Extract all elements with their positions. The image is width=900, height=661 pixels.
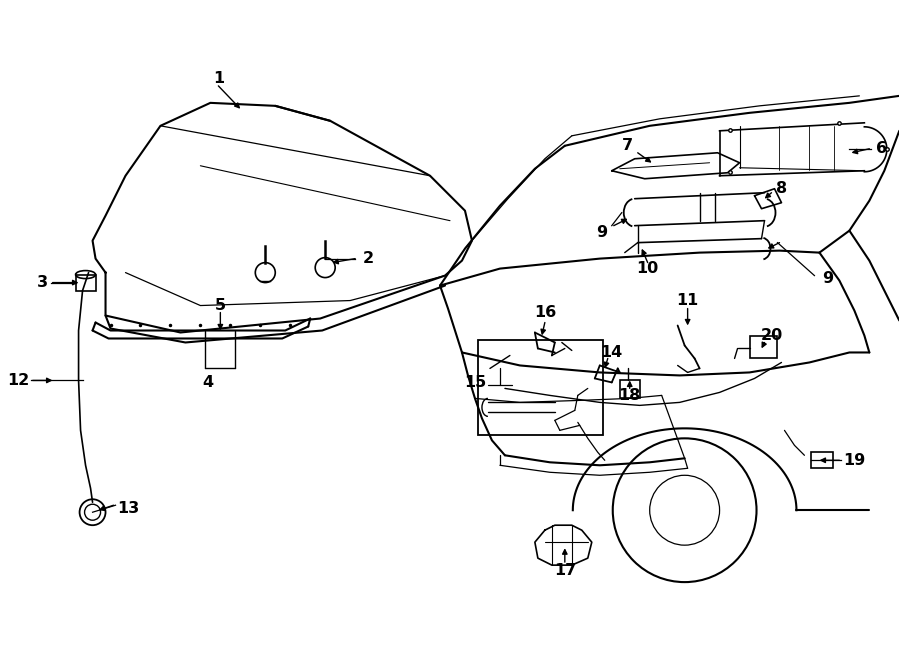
Bar <box>76 274 95 291</box>
Text: 14: 14 <box>600 345 623 360</box>
Text: 15: 15 <box>464 375 486 390</box>
Text: 18: 18 <box>618 388 641 403</box>
Text: 9: 9 <box>596 225 608 240</box>
Text: 2: 2 <box>363 251 374 266</box>
Text: 7: 7 <box>622 138 634 153</box>
Text: 3: 3 <box>37 275 49 290</box>
Text: 1: 1 <box>212 71 224 87</box>
Text: 4: 4 <box>202 375 214 390</box>
Text: 11: 11 <box>677 293 698 308</box>
Text: 9: 9 <box>822 271 833 286</box>
Bar <box>750 336 778 358</box>
Text: 17: 17 <box>554 563 576 578</box>
Text: 10: 10 <box>636 261 659 276</box>
Text: 5: 5 <box>215 298 226 313</box>
Text: 12: 12 <box>7 373 30 388</box>
Text: 13: 13 <box>117 501 140 516</box>
Text: 6: 6 <box>876 141 886 156</box>
Bar <box>812 452 833 468</box>
Text: 19: 19 <box>843 453 866 468</box>
Bar <box>620 381 640 399</box>
Text: 20: 20 <box>760 328 783 343</box>
Text: 16: 16 <box>534 305 556 320</box>
Text: 8: 8 <box>776 181 788 196</box>
Bar <box>478 340 603 436</box>
